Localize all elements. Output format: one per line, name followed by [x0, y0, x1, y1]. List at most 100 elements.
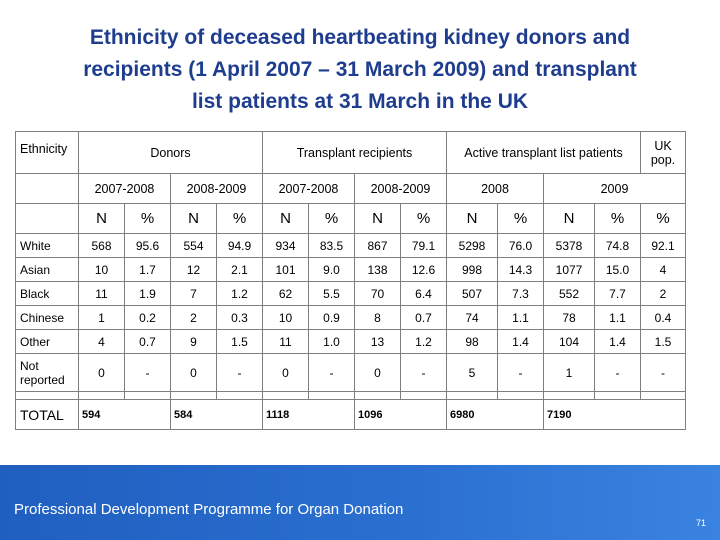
table-cell: -: [497, 353, 544, 392]
table-cell: 74.8: [594, 233, 641, 258]
table-cell: 92.1: [640, 233, 686, 258]
table-cell: 0.4: [640, 305, 686, 330]
total-label: TOTAL: [15, 399, 79, 430]
table-cell: 998: [446, 257, 498, 282]
table-cell: 15.0: [594, 257, 641, 282]
table-cell: 2: [170, 305, 217, 330]
table-cell: 98: [446, 329, 498, 354]
table-cell: 1.1: [497, 305, 544, 330]
table-cell: -: [640, 353, 686, 392]
table-cell: 0.3: [216, 305, 263, 330]
table-row: White 568 95.6 554 94.9 934 83.5 867 79.…: [15, 233, 686, 258]
table-cell: 70: [354, 281, 401, 306]
table-cell: -: [124, 353, 171, 392]
table-cell: 1.4: [497, 329, 544, 354]
footer-text: Professional Development Programme for O…: [14, 501, 404, 518]
table-cell: 2.1: [216, 257, 263, 282]
table-cell: 5.5: [308, 281, 355, 306]
unit-header: N: [446, 203, 498, 234]
slide-title: Ethnicity of deceased heartbeating kidne…: [20, 22, 700, 118]
row-label: Black: [15, 281, 79, 306]
recipients-2007-header: 2007-2008: [262, 173, 355, 204]
table-cell: 1.1: [594, 305, 641, 330]
table-cell: 2: [640, 281, 686, 306]
table-cell: 78: [543, 305, 595, 330]
table-cell: 1.2: [216, 281, 263, 306]
recipients-header: Transplant recipients: [262, 131, 447, 174]
table-cell: 7.7: [594, 281, 641, 306]
table-cell: 94.9: [216, 233, 263, 258]
table-cell: 12: [170, 257, 217, 282]
table-cell: 12.6: [400, 257, 447, 282]
table-cell: 934: [262, 233, 309, 258]
table-cell: 4: [640, 257, 686, 282]
table-cell: 0: [354, 353, 401, 392]
table-cell: 0.7: [124, 329, 171, 354]
total-recipients-2007: 1118: [262, 399, 355, 430]
table-cell: 5378: [543, 233, 595, 258]
table-cell: 1.2: [400, 329, 447, 354]
table-cell: 11: [262, 329, 309, 354]
table-cell: 0: [262, 353, 309, 392]
table-cell: 1: [543, 353, 595, 392]
unit-header: N: [170, 203, 217, 234]
table-row: Black 11 1.9 7 1.2 62 5.5 70 6.4 507 7.3…: [15, 281, 686, 306]
row-label: Not reported: [15, 353, 79, 392]
table-cell: 507: [446, 281, 498, 306]
table-cell: 5: [446, 353, 498, 392]
table-cell: 14.3: [497, 257, 544, 282]
table-cell: 101: [262, 257, 309, 282]
table-cell: 104: [543, 329, 595, 354]
donors-2008-header: 2008-2009: [170, 173, 263, 204]
donors-2007-header: 2007-2008: [78, 173, 171, 204]
table-cell: 0.9: [308, 305, 355, 330]
spacer-row: [15, 391, 686, 400]
active-list-header: Active transplant list patients: [446, 131, 641, 174]
unit-header: %: [308, 203, 355, 234]
header-row-groups: Ethnicity Donors Transplant recipients A…: [15, 131, 686, 174]
table-cell: -: [216, 353, 263, 392]
table-cell: 867: [354, 233, 401, 258]
table-cell: 1.9: [124, 281, 171, 306]
table-cell: 1: [78, 305, 125, 330]
blank-cell: [15, 203, 79, 234]
table-cell: 552: [543, 281, 595, 306]
row-label: Chinese: [15, 305, 79, 330]
table-row: Not reported 0 - 0 - 0 - 0 - 5 - 1 - -: [15, 353, 686, 392]
uk-pop-header: UK pop.: [640, 131, 686, 174]
table-cell: 62: [262, 281, 309, 306]
table-cell: 1.4: [594, 329, 641, 354]
table-cell: 1.0: [308, 329, 355, 354]
total-recipients-2008: 1096: [354, 399, 447, 430]
row-label: Asian: [15, 257, 79, 282]
table-cell: 7: [170, 281, 217, 306]
ethnicity-header: Ethnicity: [15, 131, 79, 174]
unit-header: N: [78, 203, 125, 234]
page-number: 71: [695, 518, 706, 528]
header-row-units: N % N % N % N % N % N % %: [15, 203, 686, 234]
blank-cell: [15, 173, 79, 204]
ethnicity-table: Ethnicity Donors Transplant recipients A…: [15, 131, 686, 430]
table-cell: 1077: [543, 257, 595, 282]
unit-header: %: [124, 203, 171, 234]
table-row: Asian 10 1.7 12 2.1 101 9.0 138 12.6 998…: [15, 257, 686, 282]
unit-header: N: [262, 203, 309, 234]
recipients-2008-header: 2008-2009: [354, 173, 447, 204]
table-cell: 1.5: [216, 329, 263, 354]
table-cell: 568: [78, 233, 125, 258]
table-cell: 7.3: [497, 281, 544, 306]
unit-header: N: [543, 203, 595, 234]
total-list-2009: 7190: [543, 399, 686, 430]
total-donors-2008: 584: [170, 399, 263, 430]
table-cell: 83.5: [308, 233, 355, 258]
list-2009-header: 2009: [543, 173, 686, 204]
table-cell: 138: [354, 257, 401, 282]
table-cell: 11: [78, 281, 125, 306]
table-cell: -: [594, 353, 641, 392]
table-cell: 10: [78, 257, 125, 282]
unit-header: %: [497, 203, 544, 234]
unit-header: %: [400, 203, 447, 234]
footer-bar: Professional Development Programme for O…: [0, 465, 720, 540]
table-cell: 10: [262, 305, 309, 330]
unit-header: %: [594, 203, 641, 234]
